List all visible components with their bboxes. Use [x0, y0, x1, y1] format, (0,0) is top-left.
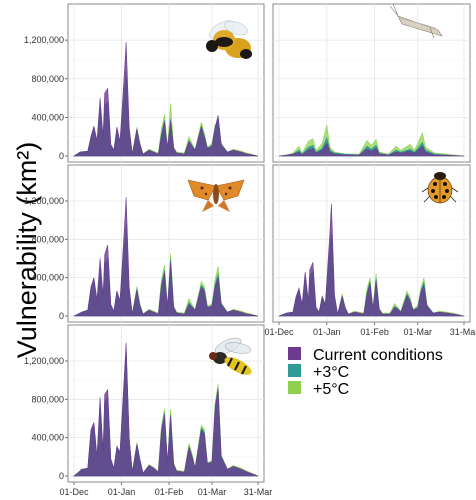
area-current — [278, 142, 465, 157]
y-tick-label: 800,000 — [31, 74, 64, 84]
panel-moth-small — [272, 3, 471, 163]
area-current — [72, 42, 259, 157]
area-current — [73, 342, 259, 477]
legend-key-plus5 — [288, 381, 301, 394]
panel-bumblebee: 0 400,000 800,000 1,200,000 — [24, 3, 265, 163]
bumblebee-icon — [206, 20, 252, 59]
legend-key-current — [288, 347, 301, 360]
x-tick-label: 31-Mar — [450, 327, 476, 337]
y-tick-label: 1,200,000 — [24, 196, 64, 206]
x-tick-label: 01-Dec — [59, 487, 89, 497]
y-tick-label: 400,000 — [31, 273, 64, 283]
y-tick-label: 800,000 — [31, 234, 64, 244]
legend-label-plus5: +5°C — [313, 381, 349, 398]
moth-icon — [389, 3, 443, 39]
y-tick-label: 0 — [59, 311, 64, 321]
y-tick-label: 0 — [59, 151, 64, 161]
y-tick-label: 400,000 — [31, 433, 64, 443]
y-tick-label: 1,200,000 — [24, 356, 64, 366]
x-tick-label: 01-Mar — [403, 327, 432, 337]
x-tick-label: 01-Feb — [155, 487, 184, 497]
y-tick-label: 400,000 — [31, 112, 64, 122]
x-tick-label: 01-Mar — [198, 487, 227, 497]
x-tick-label: 01-Dec — [264, 327, 294, 337]
beetle-icon — [421, 172, 459, 204]
panel-frame — [272, 3, 471, 163]
legend: Current conditions +3°C +5°C — [288, 347, 443, 398]
y-tick-label: 0 — [59, 471, 64, 481]
y-axis-label: Vulnerability (km²) — [12, 142, 42, 359]
y-tick-label: 1,200,000 — [24, 35, 64, 45]
x-tick-label: 31-Mar — [244, 487, 273, 497]
panel-moth-orange: 0 400,000 800,000 1,200,000 — [24, 164, 265, 323]
legend-label-plus3: +3°C — [313, 364, 349, 381]
legend-label-current: Current conditions — [313, 347, 443, 364]
area-current — [73, 197, 259, 317]
legend-key-plus3 — [288, 364, 301, 377]
orange-moth-icon — [187, 179, 245, 212]
panel-ladybird: 01-Dec 01-Jan 01-Feb 01-Mar 31-Mar — [264, 164, 476, 337]
area-current — [278, 203, 465, 317]
y-tick-label: 800,000 — [31, 394, 64, 404]
x-tick-label: 01-Jan — [108, 487, 136, 497]
x-tick-label: 01-Feb — [360, 327, 389, 337]
panel-hoverfly: 0 400,000 800,000 1,200,000 01-Dec 01-Jan 01-F… — [24, 324, 273, 497]
x-tick-label: 01-Jan — [313, 327, 341, 337]
hoverfly-icon — [209, 337, 252, 375]
